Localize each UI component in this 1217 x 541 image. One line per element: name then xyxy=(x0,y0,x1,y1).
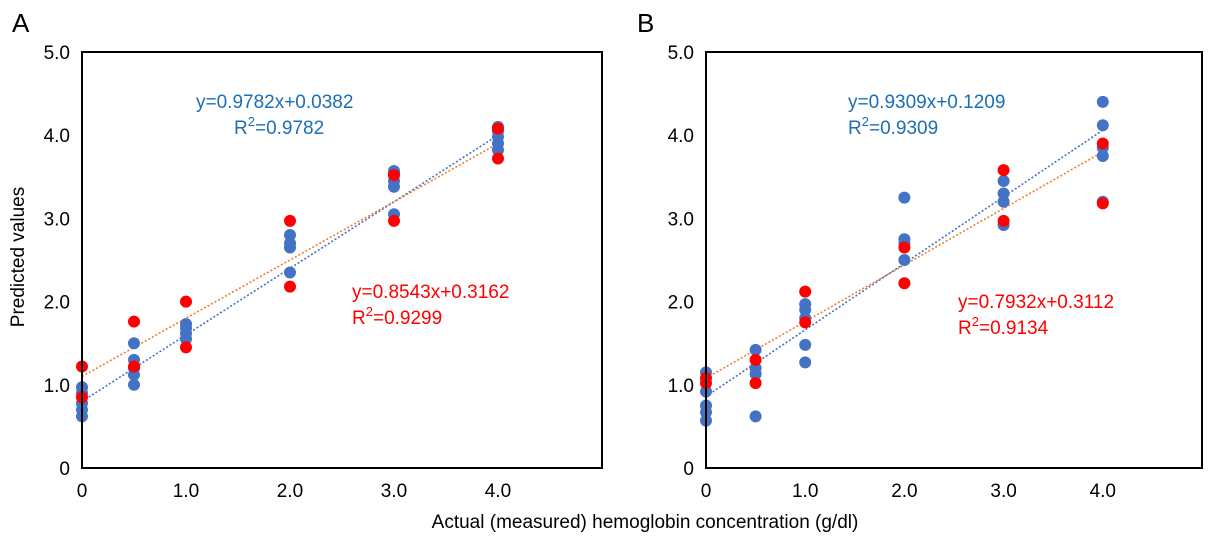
y-axis-title: Predicted values xyxy=(8,187,29,327)
y-tick-label: 2.0 xyxy=(44,293,70,314)
panel-a: A 0 1.0 2.0 3.0 4.0 5.0 0 1.0 2.0 3.0 4.0 y=0.9782x+… xyxy=(12,8,603,502)
blue-data-point xyxy=(898,233,911,246)
blue-data-point xyxy=(898,191,911,204)
x-tick-label: 1.0 xyxy=(792,481,818,502)
red-data-point xyxy=(128,315,140,328)
blue-fit-equation: y=0.9782x+0.0382 xyxy=(196,92,353,113)
x-tick-label: 3.0 xyxy=(381,481,407,502)
red-data-point xyxy=(388,169,400,182)
blue-data-point xyxy=(749,410,762,423)
x-axis-title: Actual (measured) hemoglobin concentrati… xyxy=(432,512,859,533)
blue-data-point xyxy=(799,338,812,351)
red-fit-equation: y=0.8543x+0.3162 xyxy=(352,282,509,303)
red-data-point xyxy=(284,214,296,227)
x-tick-label: 3.0 xyxy=(990,481,1016,502)
panel-letter: B xyxy=(637,8,654,38)
blue-data-point xyxy=(799,298,812,311)
blue-data-point xyxy=(180,318,192,331)
red-data-point xyxy=(180,341,192,354)
blue-fit-equation: y=0.9309x+0.1209 xyxy=(848,92,1005,113)
red-data-point xyxy=(898,241,911,254)
x-tick-label: 4.0 xyxy=(485,481,511,502)
y-tick-label: 1.0 xyxy=(44,376,70,397)
y-tick-label: 0 xyxy=(59,459,70,480)
blue-data-point xyxy=(1096,150,1109,162)
x-tick-label: 2.0 xyxy=(277,481,303,502)
plot-frame xyxy=(81,51,603,469)
y-tick-label: 5.0 xyxy=(668,43,694,64)
blue-data-point xyxy=(284,237,296,250)
x-tick-label: 1.0 xyxy=(173,481,199,502)
red-fit-equation: y=0.7932x+0.3112 xyxy=(958,292,1114,313)
red-r-squared: R2=0.9299 xyxy=(352,304,442,329)
red-trendline xyxy=(81,142,499,378)
red-data-point xyxy=(799,316,812,329)
blue-data-point xyxy=(749,362,762,375)
x-tick-label: 0 xyxy=(77,481,88,502)
panel-letter: A xyxy=(12,8,30,38)
red-data-point xyxy=(492,152,504,165)
blue-data-point xyxy=(997,195,1010,208)
y-tick-label: 0 xyxy=(683,459,694,480)
y-tick-label: 4.0 xyxy=(668,126,694,147)
y-tick-label: 3.0 xyxy=(44,209,70,230)
red-data-point xyxy=(799,285,812,298)
y-tick-label: 4.0 xyxy=(44,126,70,147)
x-tick-label: 4.0 xyxy=(1090,481,1116,502)
red-data-point xyxy=(898,277,911,290)
y-tick-label: 3.0 xyxy=(668,209,694,230)
panel-b: B 0 1.0 2.0 3.0 4.0 5.0 0 1.0 2.0 3.0 4.0 y=0.9309x+… xyxy=(637,8,1203,502)
blue-data-point xyxy=(997,187,1010,200)
blue-data-point xyxy=(799,356,812,369)
blue-data-point xyxy=(284,266,296,279)
blue-data-point xyxy=(997,174,1010,187)
red-data-point xyxy=(749,353,762,366)
blue-data-point xyxy=(1096,95,1109,108)
red-data-point xyxy=(388,214,400,227)
blue-data-point xyxy=(284,229,296,242)
x-tick-label: 0 xyxy=(701,481,712,502)
y-tick-label: 2.0 xyxy=(668,293,694,314)
red-data-point xyxy=(997,214,1010,227)
red-data-point xyxy=(180,295,192,308)
red-data-point xyxy=(749,377,762,390)
red-data-point xyxy=(284,280,296,293)
y-tick-label: 5.0 xyxy=(44,43,70,64)
red-r-squared: R2=0.9134 xyxy=(958,314,1049,339)
y-tick-label: 1.0 xyxy=(668,376,694,397)
blue-data-point xyxy=(128,337,140,350)
blue-data-point xyxy=(749,343,762,356)
red-data-point xyxy=(997,164,1010,177)
x-tick-label: 2.0 xyxy=(891,481,917,502)
blue-r-squared: R2=0.9309 xyxy=(848,114,938,139)
red-data-point xyxy=(492,122,504,135)
blue-data-point xyxy=(898,254,911,266)
blue-r-squared: R2=0.9782 xyxy=(234,114,324,139)
blue-data-point xyxy=(1096,119,1109,132)
red-data-point xyxy=(128,360,140,373)
red-data-point xyxy=(1096,137,1109,150)
plot-frame xyxy=(705,51,1203,469)
blue-data-point xyxy=(128,378,140,391)
red-data-point xyxy=(1096,197,1109,210)
